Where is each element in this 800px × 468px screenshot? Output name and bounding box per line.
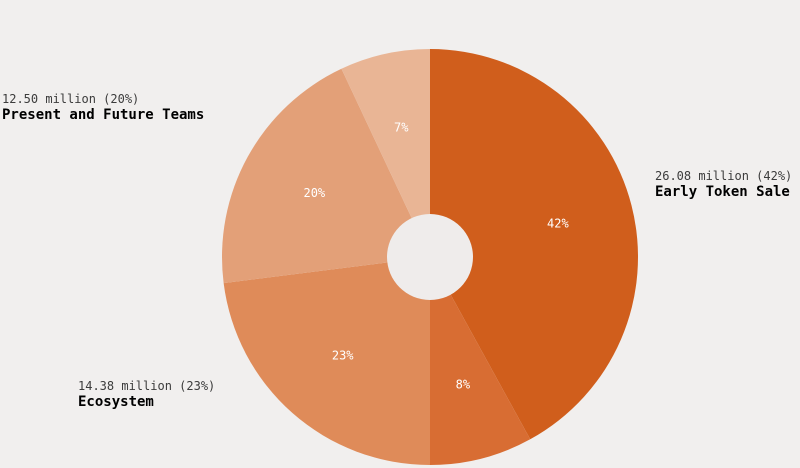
callout-amount: 14.38 million (23%) bbox=[78, 379, 216, 393]
callout-amount: 12.50 million (20%) bbox=[2, 92, 140, 106]
callout-early-token-sale: 26.08 million (42%) Early Token Sale bbox=[655, 169, 793, 200]
pie-slice-percent-label: 23% bbox=[332, 349, 354, 363]
pie-slices bbox=[222, 49, 638, 465]
pie-slice-percent-label: 8% bbox=[456, 377, 471, 391]
pie-slice-percent-label: 20% bbox=[303, 186, 325, 200]
pie-slice-0 bbox=[430, 49, 638, 440]
pie-percent-labels: 42% 8% 23% 20% 7% bbox=[303, 121, 569, 392]
callout-ecosystem: 14.38 million (23%) Ecosystem bbox=[78, 379, 216, 410]
pie-slice-percent-label: 7% bbox=[394, 121, 409, 135]
pie-slice-2 bbox=[223, 257, 430, 465]
callout-label: Early Token Sale bbox=[655, 183, 790, 200]
pie-center-hole bbox=[387, 214, 473, 300]
callout-label: Present and Future Teams bbox=[2, 106, 205, 123]
pie-slice-3 bbox=[222, 68, 430, 284]
callout-present-and-future-teams: 12.50 million (20%) Present and Future T… bbox=[2, 92, 205, 123]
pie-slice-4 bbox=[341, 49, 430, 257]
pie-slice-percent-label: 42% bbox=[547, 217, 569, 231]
callout-label: Ecosystem bbox=[78, 393, 154, 410]
callout-amount: 26.08 million (42%) bbox=[655, 169, 793, 183]
pie-slice-1 bbox=[430, 257, 531, 465]
